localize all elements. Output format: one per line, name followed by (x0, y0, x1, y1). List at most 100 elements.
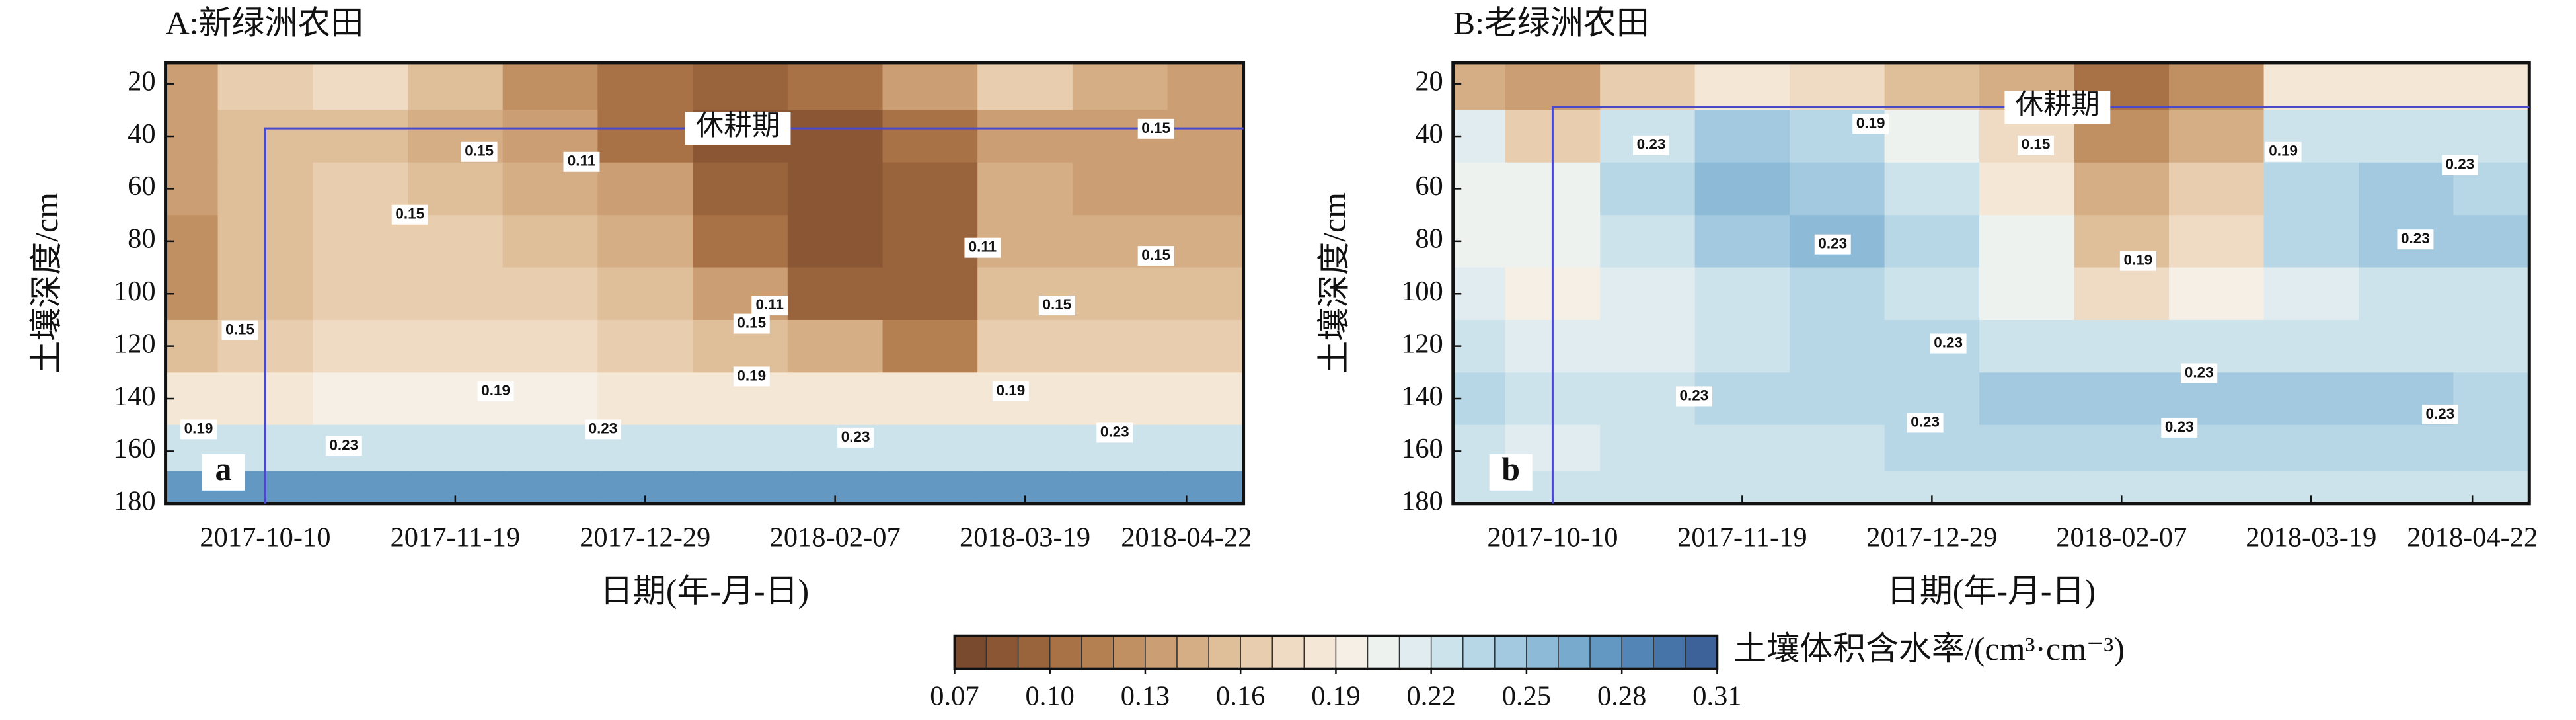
heat-cell (2169, 215, 2265, 268)
heat-cell (597, 62, 694, 111)
contour-label-box (1675, 386, 1712, 407)
panel-letter-box (202, 454, 245, 491)
y-tick-label: 180 (114, 486, 156, 517)
heat-cell (313, 372, 409, 426)
contour-label-box (2265, 141, 2302, 162)
heat-cell (2169, 110, 2265, 164)
heat-cell (2263, 424, 2360, 472)
heat-cell (882, 372, 979, 426)
fallow-label: 休耕期 (2016, 89, 2100, 120)
heat-cell (1790, 62, 1885, 111)
panel-letter-box (1489, 454, 1533, 491)
heat-cell (693, 215, 789, 268)
heat-cell (1884, 162, 1981, 216)
heat-cell (1167, 319, 1244, 374)
y-axis-label: 土壤深度/cm (1315, 192, 1352, 374)
heat-cell (2359, 424, 2454, 472)
colorbar-swatch (954, 635, 987, 670)
colorbar-swatch (1271, 635, 1305, 670)
colorbar-swatch (1685, 635, 1718, 670)
heat-cell (2263, 267, 2360, 321)
heat-cell (1072, 162, 1168, 216)
heat-cell (2074, 162, 2170, 216)
contour-label: 0.15 (1042, 296, 1071, 313)
heat-cell (882, 110, 979, 164)
contour-label: 0.15 (225, 321, 254, 337)
x-tick-label: 2018-02-07 (770, 522, 901, 553)
heat-cell (2169, 62, 2265, 111)
contour-label: 0.23 (2426, 405, 2455, 422)
colorbar-swatch (1558, 635, 1591, 670)
heat-cell (165, 62, 219, 111)
heat-cell (1072, 372, 1168, 426)
heat-cell (2453, 372, 2530, 426)
contour-label-box (180, 419, 217, 440)
heat-cell (2169, 162, 2265, 216)
contour-label: 0.15 (465, 143, 494, 159)
heat-cell (787, 62, 884, 111)
heat-cell (1694, 162, 1791, 216)
heat-cell (2169, 267, 2265, 321)
contour-label-box (1137, 246, 1174, 266)
colorbar-swatch (985, 635, 1019, 670)
heat-cell (882, 471, 979, 505)
heat-cell (882, 162, 979, 216)
heat-cell (977, 110, 1074, 164)
heat-cell (1167, 424, 1244, 472)
x-tick-label: 2018-04-22 (2407, 522, 2538, 553)
heat-cell (693, 471, 789, 505)
colorbar-swatch (1398, 635, 1432, 670)
heat-cell (502, 267, 599, 321)
heat-cell (2359, 471, 2454, 505)
contour-label: 0.23 (1818, 235, 1847, 252)
contour-label-box (2421, 404, 2458, 424)
heat-cell (787, 372, 884, 426)
y-tick-label: 120 (114, 328, 156, 359)
heat-cell (313, 319, 409, 374)
contour-label: 0.11 (969, 239, 997, 255)
contour-label: 0.19 (184, 420, 213, 436)
contour-label: 0.19 (737, 367, 766, 383)
plot-frame (1451, 61, 2531, 506)
heat-cell (1453, 62, 1506, 111)
contour-label: 0.23 (2446, 156, 2475, 173)
heat-cell (1790, 372, 1885, 426)
contour-label: 0.15 (1141, 120, 1170, 136)
colorbar-tick-label: 0.28 (1597, 680, 1646, 711)
heat-cell (2359, 319, 2454, 374)
contour-label-box (1907, 413, 1944, 433)
x-tick-label: 2017-11-19 (1677, 522, 1807, 553)
heat-cell (882, 424, 979, 472)
heat-cell (1453, 162, 1506, 216)
heat-cell (882, 267, 979, 321)
heat-cell (1979, 267, 2075, 321)
colorbar-tick-label: 0.19 (1311, 680, 1360, 711)
panel-title: B:老绿洲农田 (1453, 4, 1649, 41)
heat-cell (1884, 215, 1981, 268)
colorbar-swatch (1017, 635, 1051, 670)
heat-cell (693, 162, 789, 216)
heat-cell (407, 319, 504, 374)
heat-cell (502, 62, 599, 111)
contour-label-box (563, 151, 600, 172)
x-tick-label: 2018-02-07 (2056, 522, 2187, 553)
contour-label: 0.15 (737, 314, 766, 331)
heat-cell (977, 162, 1074, 216)
y-tick-label: 80 (1415, 223, 1443, 255)
contour-label-box (1852, 114, 1889, 134)
panel-letter: a (215, 450, 231, 487)
contour-label: 0.15 (1141, 247, 1170, 263)
y-tick-label: 140 (1401, 381, 1443, 412)
colorbar-swatch (1081, 635, 1114, 670)
heat-cell (787, 319, 884, 374)
heat-cell (787, 267, 884, 321)
colorbar-tick-label: 0.16 (1216, 680, 1265, 711)
heat-cell (502, 372, 599, 426)
heat-cell (597, 215, 694, 268)
heat-cell (217, 62, 314, 111)
heat-cell (1167, 267, 1244, 321)
colorbar-swatch (1430, 635, 1464, 670)
x-axis-label: 日期(年-月-日) (600, 573, 809, 610)
contour-label-box (221, 320, 258, 340)
heat-cell (1505, 62, 1601, 111)
